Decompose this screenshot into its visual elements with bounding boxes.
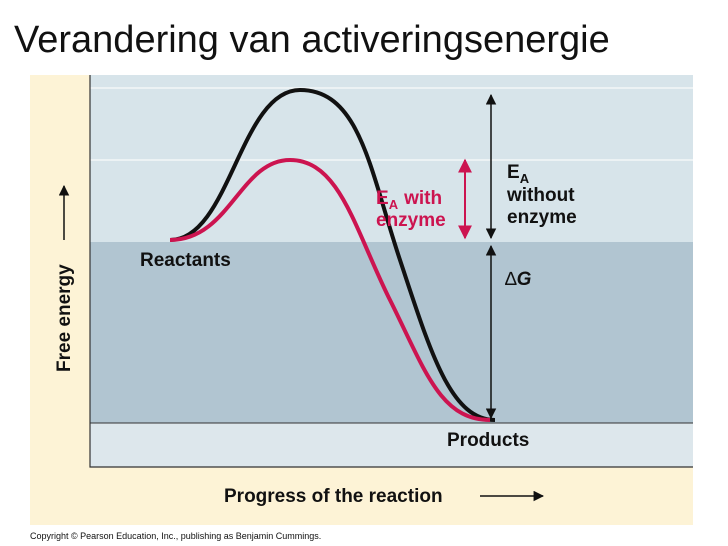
copyright: Copyright © Pearson Education, Inc., pub… — [30, 531, 321, 541]
curve-without-enzyme — [169, 87, 496, 422]
axes — [89, 75, 693, 468]
delta-g-band — [90, 242, 693, 423]
y-axis-label: Free energy — [54, 264, 75, 372]
title: Verandering van activeringsenergie — [14, 19, 610, 61]
upper-band — [90, 75, 693, 242]
ea-label: EA without enzyme — [506, 162, 577, 228]
products-label: Products — [447, 430, 529, 451]
lower-band — [90, 423, 693, 467]
delta-g-label: ∆G — [505, 269, 532, 290]
curve-with-enzyme — [169, 157, 491, 422]
x-axis-label: Progress of the reaction — [224, 486, 443, 507]
reactants-label: Reactants — [140, 250, 231, 271]
ea-enzyme-label: EA with enzyme — [376, 188, 446, 231]
